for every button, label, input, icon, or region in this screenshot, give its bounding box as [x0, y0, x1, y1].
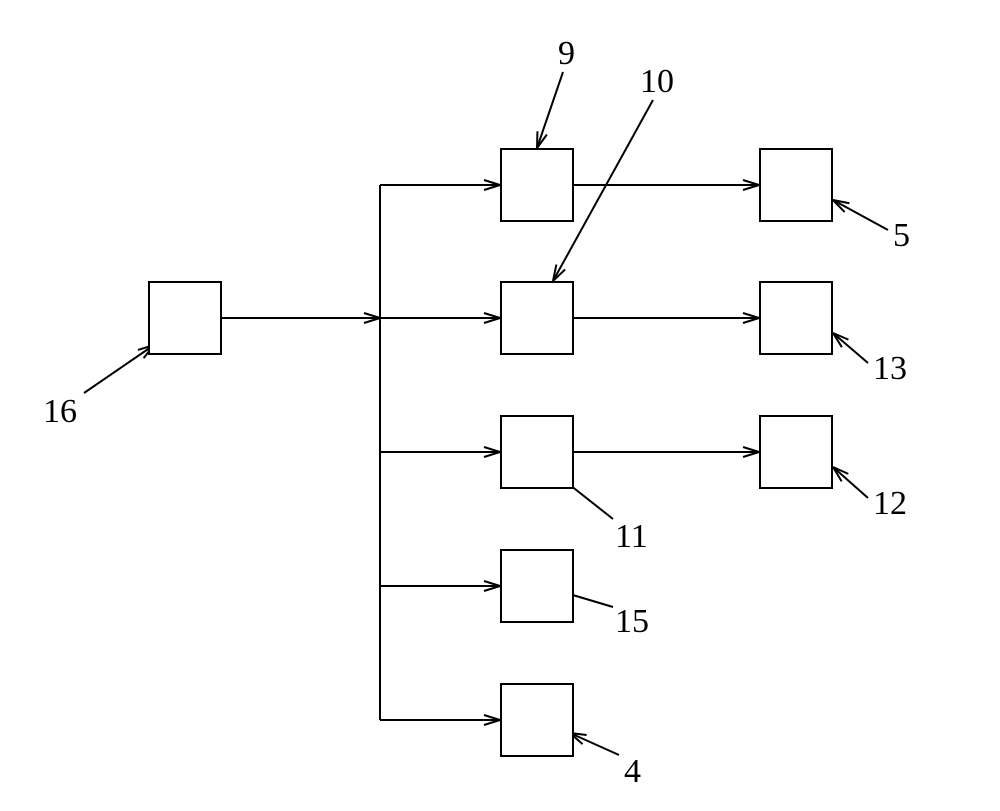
diagram-canvas: 9 10 5 13 12 11 15 4 16	[0, 0, 1000, 811]
node-n9	[500, 148, 574, 222]
node-n12	[759, 415, 833, 489]
label-n15: 15	[615, 605, 649, 639]
label-n5: 5	[893, 219, 910, 253]
label-n12: 12	[873, 487, 907, 521]
node-n15	[500, 549, 574, 623]
node-n5	[759, 148, 833, 222]
label-n9: 9	[558, 37, 575, 71]
label-n11: 11	[615, 520, 648, 554]
node-n13	[759, 281, 833, 355]
node-n10	[500, 281, 574, 355]
label-n4: 4	[624, 755, 641, 789]
node-n11	[500, 415, 574, 489]
label-n10: 10	[640, 65, 674, 99]
node-n16	[148, 281, 222, 355]
node-n4	[500, 683, 574, 757]
label-n13: 13	[873, 352, 907, 386]
label-n16: 16	[43, 395, 77, 429]
